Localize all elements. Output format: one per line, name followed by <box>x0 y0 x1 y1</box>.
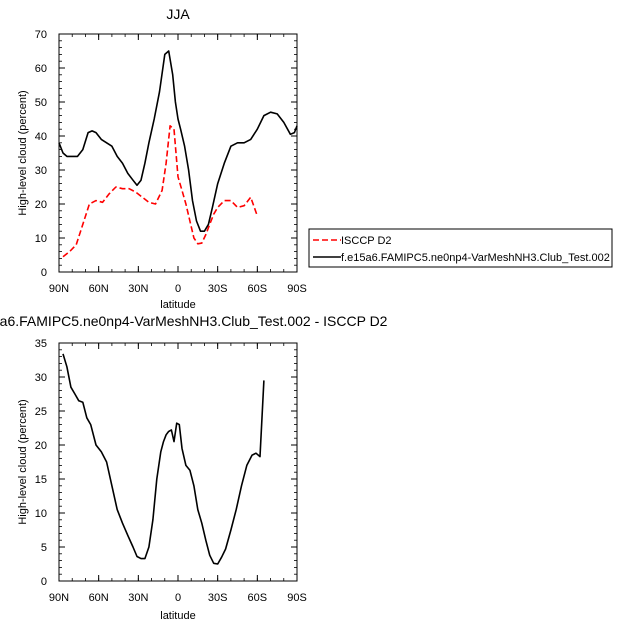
panel2-series-line-0 <box>62 353 265 565</box>
panel2-y-tick-label: 15 <box>35 474 47 486</box>
legend: ISCCP D2 f.e15a6.FAMIPC5.ne0np4-VarMeshN… <box>308 228 613 268</box>
panel1-x-tick-label: 60N <box>89 283 109 295</box>
panel1-y-tick-label: 60 <box>35 63 47 75</box>
panel2-y-axis-label: High-level cloud (percent) <box>17 399 29 524</box>
panel1-x-tick-label: 0 <box>175 283 181 295</box>
panel1-x-tick-label: 90S <box>287 283 307 295</box>
panel1-y-tick-label: 40 <box>35 131 47 143</box>
panel1-y-tick-label: 10 <box>35 233 47 245</box>
panel1-x-tick-label: 30N <box>128 283 148 295</box>
panel1-series-line-1 <box>58 50 298 232</box>
panel1-y-tick-label: 50 <box>35 97 47 109</box>
legend-label-isccp: ISCCP D2 <box>341 235 392 247</box>
panel1-y-tick-label: 30 <box>35 165 47 177</box>
panel1-y-tick-label: 20 <box>35 199 47 211</box>
panel1-y-axis-label: High-level cloud (percent) <box>17 90 29 215</box>
panel2-x-tick-label: 0 <box>175 592 181 604</box>
panel2-x-tick-label: 90S <box>287 592 307 604</box>
panel1-x-tick-label: 30S <box>208 283 228 295</box>
panel2-y-tick-label: 20 <box>35 440 47 452</box>
panel2-y-tick-label: 0 <box>41 576 47 588</box>
panel2-x-tick-label: 30S <box>208 592 228 604</box>
panel2-y-tick-label: 35 <box>35 338 47 350</box>
panel2-frame <box>58 342 298 582</box>
panel1-x-tick-label: 90N <box>49 283 69 295</box>
panel1-plot-area: 90N 60N 30N 0 30S 60S 90S 0 10 20 30 40 50 60 70 <box>35 29 307 295</box>
panel2-x-tick-label: 60N <box>89 592 109 604</box>
panel2-title: f.e15a6.FAMIPC5.ne0np4-VarMeshNH3.Club_T… <box>0 313 388 329</box>
panel2-x-tick-label: 90N <box>49 592 69 604</box>
panel2-y-tick-label: 10 <box>35 508 47 520</box>
panel2-y-tick-label: 30 <box>35 372 47 384</box>
panel1-frame <box>58 33 298 273</box>
panel1-title: JJA <box>166 6 190 22</box>
panel2-x-tick-label: 60S <box>248 592 268 604</box>
panel2-plot-area: 90N 60N 30N 0 30S 60S 90S 0 5 10 15 20 25 30 35 <box>35 338 307 604</box>
panel1-y-tick-label: 0 <box>41 267 47 279</box>
legend-label-model: f.e15a6.FAMIPC5.ne0np4-VarMeshNH3.Club_T… <box>341 252 610 264</box>
panel2-x-axis-label: latitude <box>160 610 195 622</box>
panel2-x-tick-label: 30N <box>128 592 148 604</box>
panel1-y-tick-label: 70 <box>35 29 47 41</box>
legend-box <box>308 228 613 268</box>
panel1-x-tick-label: 60S <box>248 283 268 295</box>
panel1-x-axis-label: latitude <box>160 299 195 311</box>
panel1-series-line-0 <box>62 125 259 258</box>
panel2-y-tick-label: 5 <box>41 542 47 554</box>
panel2-y-tick-label: 25 <box>35 406 47 418</box>
